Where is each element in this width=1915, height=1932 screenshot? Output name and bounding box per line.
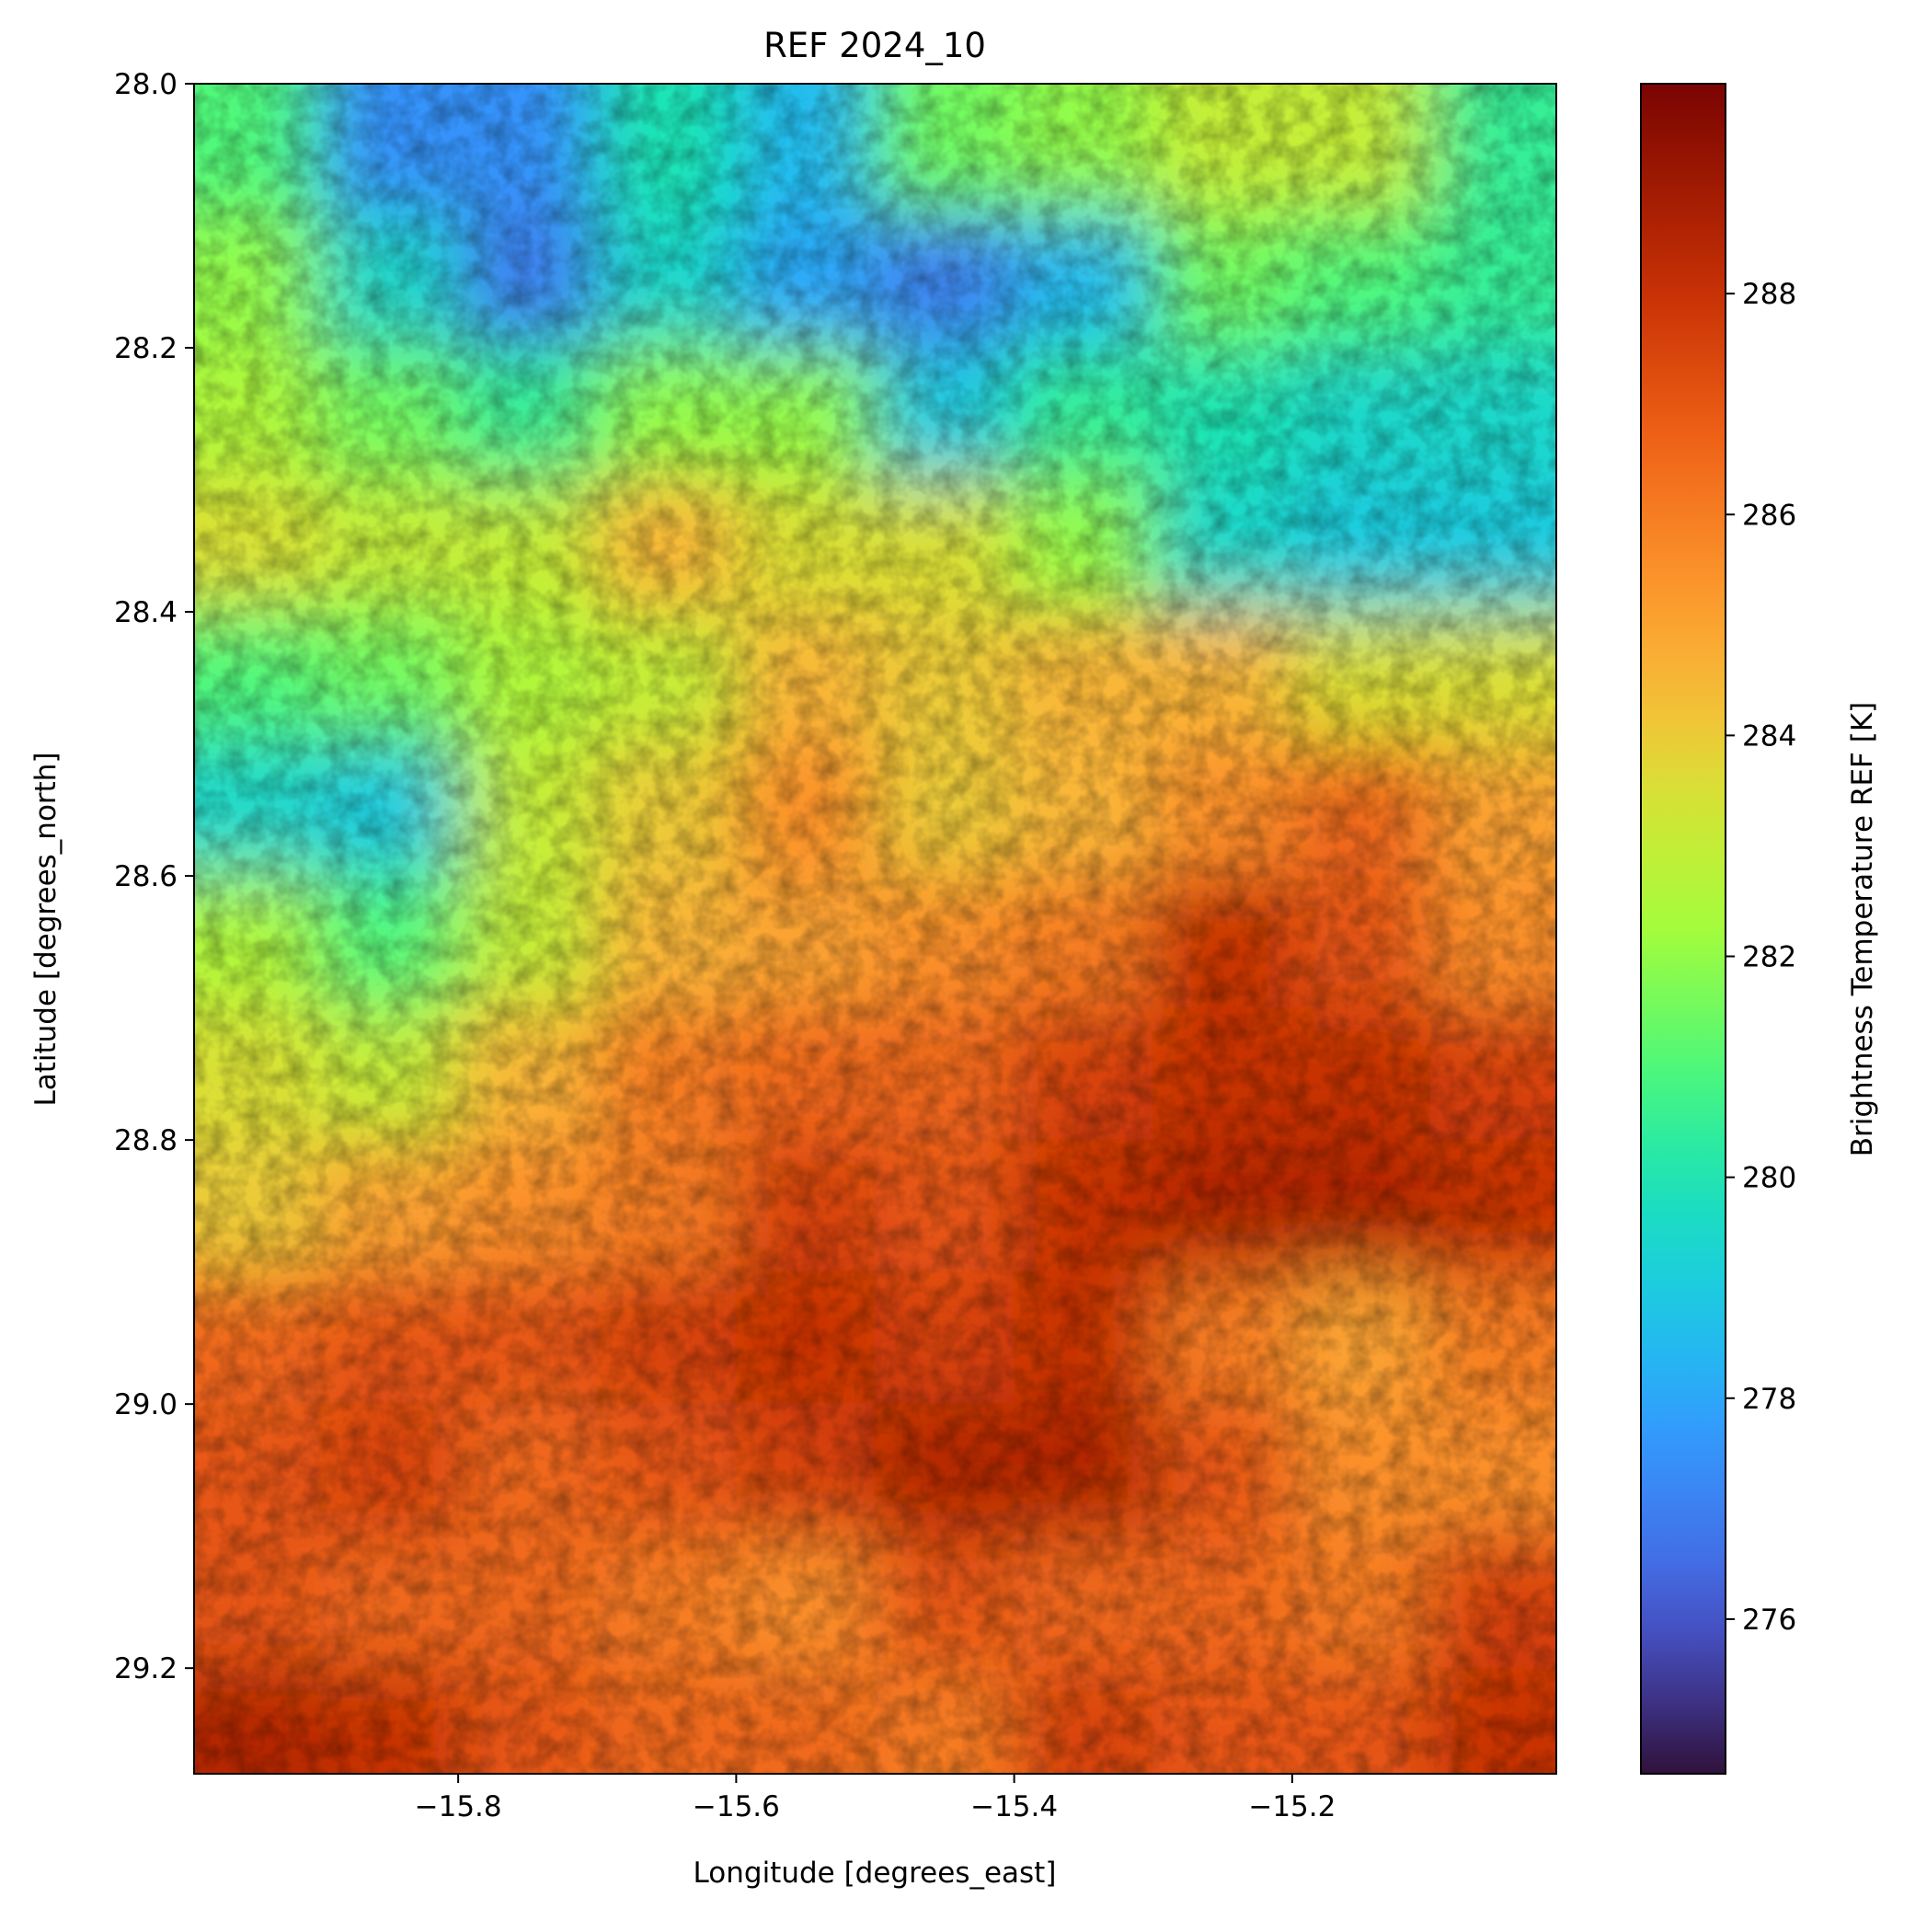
colorbar-tick-label: 284 bbox=[1742, 719, 1796, 753]
colorbar-tick-label: 288 bbox=[1742, 278, 1796, 311]
y-tick-label: 28.6 bbox=[114, 860, 178, 893]
colorbar-tick-label: 286 bbox=[1742, 499, 1796, 532]
y-tick-label: 28.2 bbox=[114, 332, 178, 365]
x-axis: −15.8 −15.6 −15.4 −15.2 bbox=[415, 1774, 1336, 1823]
y-tick-label: 28.0 bbox=[114, 68, 178, 101]
colorbar-tick-label: 276 bbox=[1742, 1604, 1796, 1637]
colorbar-tick-label: 280 bbox=[1742, 1162, 1796, 1195]
x-tick-label: −15.2 bbox=[1248, 1790, 1336, 1823]
y-tick-label: 29.0 bbox=[114, 1388, 178, 1421]
x-axis-label: Longitude [degrees_east] bbox=[694, 1857, 1057, 1890]
chart-title: REF 2024_10 bbox=[763, 26, 986, 65]
heatmap-texture bbox=[194, 84, 1556, 1774]
heatmap bbox=[194, 84, 1556, 1774]
y-axis: 28.0 28.2 28.4 28.6 28.8 29.0 29.2 bbox=[114, 68, 194, 1685]
colorbar: 276 278 280 282 284 286 288 Brightness Tempera… bbox=[1640, 83, 1879, 1775]
x-tick-label: −15.8 bbox=[415, 1790, 502, 1823]
y-tick-label: 28.8 bbox=[114, 1124, 178, 1157]
y-tick-label: 29.2 bbox=[114, 1652, 178, 1685]
x-tick-label: −15.6 bbox=[693, 1790, 780, 1823]
plot-frame bbox=[193, 83, 1557, 1775]
y-axis-label: Latitude [degrees_north] bbox=[29, 752, 63, 1106]
colorbar-axis: 276 278 280 282 284 286 288 bbox=[1726, 278, 1796, 1637]
colorbar-tick-label: 282 bbox=[1742, 941, 1796, 974]
colorbar-gradient bbox=[1640, 83, 1726, 1775]
colorbar-tick-label: 278 bbox=[1742, 1383, 1796, 1416]
colorbar-label: Brightness Temperature REF [K] bbox=[1846, 702, 1879, 1157]
x-tick-label: −15.4 bbox=[970, 1790, 1058, 1823]
y-tick-label: 28.4 bbox=[114, 596, 178, 629]
